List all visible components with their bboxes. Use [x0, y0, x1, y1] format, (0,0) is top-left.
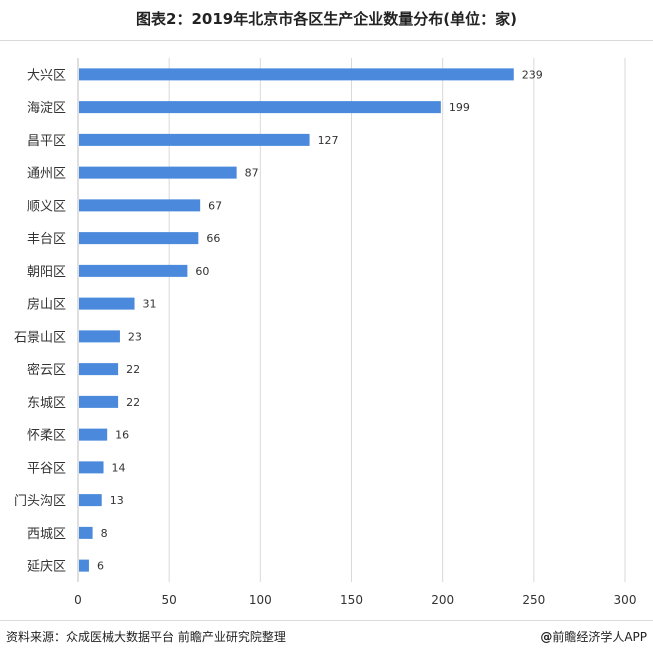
bar	[79, 428, 108, 441]
bar	[79, 330, 120, 343]
data-label: 14	[112, 461, 126, 474]
category-label: 大兴区	[27, 68, 66, 83]
category-label: 怀柔区	[27, 429, 66, 444]
source-note: 资料来源：众成医械大数据平台 前瞻产业研究院整理	[6, 630, 286, 644]
bars	[79, 68, 514, 572]
data-label: 16	[115, 429, 129, 442]
data-label: 60	[195, 265, 209, 278]
data-label: 23	[128, 330, 142, 343]
category-label: 丰台区	[27, 232, 66, 247]
x-tick-label: 300	[614, 593, 637, 607]
category-label: 西城区	[27, 527, 66, 542]
bar	[79, 526, 93, 539]
at-icon: @	[540, 630, 553, 644]
category-label: 东城区	[27, 396, 66, 411]
data-label: 199	[449, 101, 470, 114]
data-label: 8	[101, 527, 108, 540]
x-tick-label: 0	[74, 593, 82, 607]
category-label: 延庆区	[27, 560, 66, 575]
data-label: 13	[110, 494, 124, 507]
data-label: 6	[97, 560, 104, 573]
x-tick-label: 150	[340, 593, 363, 607]
bar	[79, 264, 188, 277]
x-tick-labels: 0 50 100 150 200 250 300	[74, 593, 636, 607]
category-label: 门头沟区	[14, 494, 66, 509]
data-label: 66	[206, 232, 220, 245]
data-label: 127	[318, 134, 339, 147]
category-label: 石景山区	[14, 330, 66, 345]
bar	[79, 559, 89, 572]
x-tick-label: 50	[162, 593, 177, 607]
category-label: 朝阳区	[27, 265, 66, 280]
category-label: 房山区	[27, 297, 66, 313]
bar	[79, 494, 102, 507]
data-label: 22	[126, 396, 140, 409]
bar	[79, 68, 514, 81]
bar	[79, 232, 199, 245]
data-label: 67	[208, 199, 222, 212]
category-label: 昌平区	[27, 134, 66, 149]
bar	[79, 199, 201, 212]
bar	[79, 297, 135, 310]
category-labels: 大兴区海淀区昌平区通州区顺义区丰台区朝阳区房山区石景山区密云区东城区怀柔区平谷区…	[14, 68, 66, 574]
bar-chart: 大兴区海淀区昌平区通州区顺义区丰台区朝阳区房山区石景山区密云区东城区怀柔区平谷区…	[14, 58, 636, 607]
brand-text: 前瞻经济学人APP	[552, 630, 647, 644]
category-label: 平谷区	[27, 461, 66, 476]
category-label: 海淀区	[27, 101, 66, 116]
brand-note: @前瞻经济学人APP	[540, 628, 647, 645]
bar	[79, 166, 237, 179]
category-label: 密云区	[27, 362, 66, 378]
chart-title: 图表2：2019年北京市各区生产企业数量分布(单位：家)	[136, 10, 517, 28]
data-label: 31	[143, 298, 157, 311]
bar	[79, 395, 119, 408]
x-tick-label: 200	[431, 593, 454, 607]
bar	[79, 101, 441, 114]
data-label: 239	[522, 68, 543, 81]
footer-divider	[0, 620, 653, 621]
category-label: 顺义区	[27, 199, 66, 214]
value-labels: 239 199 127 87 67 66 60 31 23 22 22 16 14 13 8 6	[97, 68, 543, 572]
x-tick-label: 100	[249, 593, 272, 607]
title-divider	[0, 40, 653, 41]
data-label: 22	[126, 363, 140, 376]
data-label: 87	[245, 167, 259, 180]
bar	[79, 363, 119, 376]
bar	[79, 461, 104, 474]
bar	[79, 133, 310, 146]
x-tick-label: 250	[522, 593, 545, 607]
category-label: 通州区	[27, 167, 66, 182]
